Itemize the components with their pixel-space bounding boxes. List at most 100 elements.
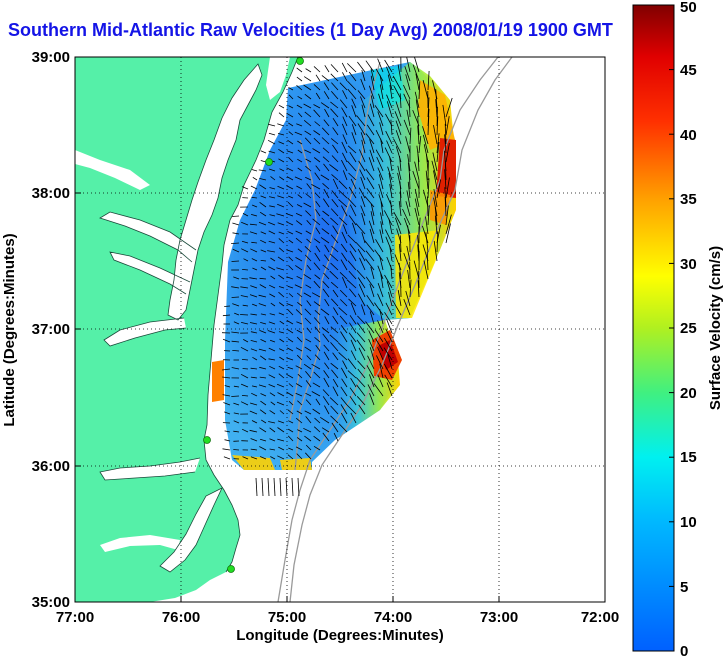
velocity-vector (279, 176, 285, 181)
velocity-vector (402, 208, 411, 226)
velocity-vector (349, 395, 357, 406)
velocity-vector (358, 404, 366, 415)
velocity-vector (331, 174, 339, 181)
velocity-vector (259, 211, 267, 217)
velocity-vector (350, 339, 357, 352)
velocity-vector (321, 228, 330, 235)
velocity-vector (389, 156, 393, 172)
velocity-vector (295, 347, 303, 352)
velocity-vector (259, 456, 267, 460)
velocity-vector (341, 123, 348, 136)
velocity-vector (393, 85, 402, 100)
velocity-vector (423, 189, 429, 208)
velocity-vector (370, 211, 375, 226)
velocity-vector (433, 189, 438, 208)
velocity-vector (379, 255, 384, 271)
velocity-vector (365, 133, 375, 145)
velocity-vector (250, 331, 258, 334)
velocity-vector (222, 394, 231, 397)
x-tick-label: 73:00 (480, 609, 518, 626)
velocity-vector (348, 288, 357, 298)
velocity-vector (276, 401, 285, 406)
velocity-vector (251, 169, 258, 172)
velocity-vector (338, 190, 348, 199)
velocity-vector (380, 138, 384, 154)
velocity-vector (403, 93, 411, 109)
bathymetry-contours (277, 57, 513, 602)
velocity-vector (366, 365, 375, 379)
velocity-vector (377, 167, 384, 181)
velocity-vector (286, 320, 294, 325)
velocity-vector (385, 130, 393, 145)
velocity-vector (278, 286, 285, 289)
velocity-vector (260, 322, 267, 325)
velocity-vector (268, 150, 276, 154)
velocity-vector (403, 84, 411, 100)
velocity-vector (329, 334, 339, 343)
velocity-vector (330, 415, 339, 424)
velocity-vector (417, 125, 420, 145)
velocity-vector (251, 303, 258, 307)
velocity-vector (313, 371, 321, 379)
velocity-vector (349, 151, 357, 163)
velocity-vector (436, 231, 439, 253)
velocity-vector (399, 191, 402, 208)
velocity-vector (287, 231, 294, 235)
velocity-vector (287, 139, 294, 145)
velocity-vector (314, 274, 321, 280)
velocity-vector (412, 64, 420, 82)
velocity-vector (242, 213, 249, 217)
velocity-vector (315, 398, 321, 406)
velocity-vector (332, 378, 339, 388)
velocity-vector (240, 286, 249, 289)
velocity-vector (314, 121, 321, 127)
grid-lines (75, 57, 605, 602)
velocity-vector (369, 311, 375, 325)
velocity-vector (260, 239, 267, 244)
velocity-vector (311, 184, 321, 190)
velocity-vector (322, 147, 330, 154)
velocity-vector (240, 401, 249, 406)
velocity-vector (350, 377, 357, 388)
radar-station-marker (227, 565, 235, 573)
velocity-vector (389, 245, 393, 262)
velocity-vector (342, 224, 348, 235)
velocity-vector (258, 348, 267, 352)
velocity-vector (389, 183, 393, 199)
velocity-vector (393, 211, 402, 226)
velocity-vector (387, 74, 393, 91)
velocity-vector (240, 295, 249, 298)
velocity-vector (323, 188, 330, 199)
velocity-vector (386, 66, 393, 82)
velocity-vector (367, 355, 375, 370)
velocity-vector (260, 195, 267, 199)
velocity-vector (269, 313, 276, 316)
velocity-vector (365, 250, 375, 262)
velocity-vector (414, 57, 420, 73)
velocity-vector (249, 294, 258, 298)
velocity-vector (232, 222, 240, 226)
x-tick-marks (74, 56, 606, 603)
velocity-vector (314, 192, 321, 199)
velocity-vector (331, 82, 339, 91)
velocity-vector (258, 221, 267, 226)
velocity-vector (261, 477, 264, 497)
colorbar-gradient (632, 4, 675, 652)
velocity-vector (374, 329, 384, 343)
velocity-vector (295, 383, 303, 388)
velocity-vector (251, 241, 258, 244)
velocity-vector (368, 220, 375, 235)
velocity-vector (287, 113, 294, 118)
velocity-vector (349, 243, 357, 253)
velocity-vector (259, 376, 267, 379)
velocity-vector (268, 168, 276, 172)
velocity-vector (360, 196, 366, 208)
velocity-vector (249, 322, 258, 325)
velocity-vector (433, 240, 438, 262)
velocity-vector (287, 201, 294, 208)
velocity-vector (321, 217, 330, 226)
velocity-vector (233, 449, 240, 451)
velocity-vector (444, 196, 447, 217)
velocity-vector (268, 347, 276, 352)
velocity-vector (278, 331, 285, 334)
